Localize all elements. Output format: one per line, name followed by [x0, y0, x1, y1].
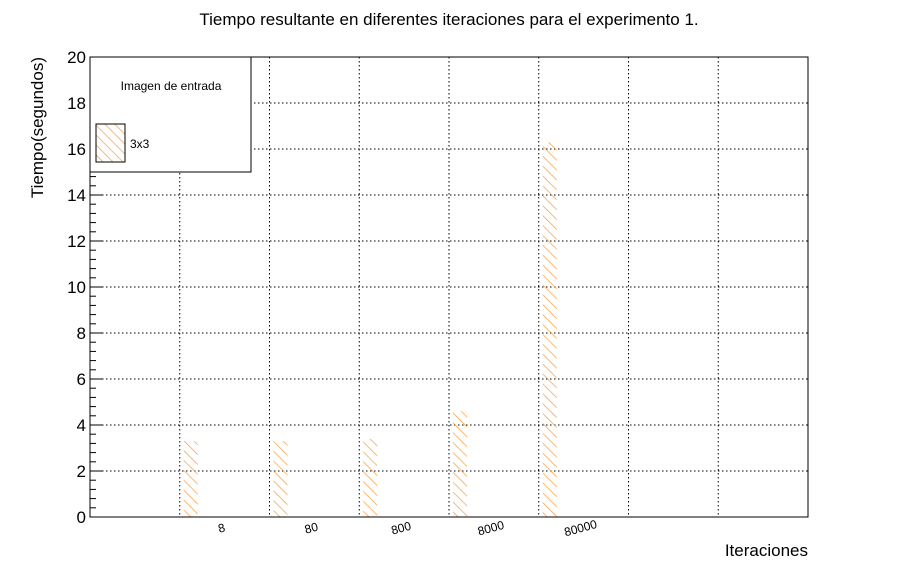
bar	[363, 438, 378, 517]
x-tick-label: 80	[303, 520, 320, 537]
bar-series	[183, 142, 557, 517]
y-tick-label: 4	[77, 416, 86, 435]
x-axis: 8 80 800 8000 80000	[217, 517, 599, 539]
bar	[453, 411, 467, 517]
y-axis-label: Tiempo(segundos)	[28, 57, 47, 198]
bar	[542, 142, 557, 517]
y-tick-label: 18	[67, 94, 86, 113]
y-tick-label: 10	[67, 278, 86, 297]
y-tick-label: 2	[77, 462, 86, 481]
y-tick-label: 14	[67, 186, 86, 205]
legend-entry-label: 3x3	[130, 137, 150, 151]
chart-title: Tiempo resultante en diferentes iteracio…	[199, 10, 698, 29]
x-tick-label: 8	[217, 520, 227, 535]
y-tick-label: 20	[67, 48, 86, 67]
legend-title: Imagen de entrada	[121, 79, 222, 93]
bar	[273, 441, 288, 517]
x-axis-label: Iteraciones	[725, 541, 808, 560]
x-tick-label: 800	[390, 519, 413, 538]
y-tick-label: 0	[77, 508, 86, 527]
y-tick-label: 6	[77, 370, 86, 389]
legend: Imagen de entrada 3x3	[89, 56, 252, 173]
y-tick-label: 12	[67, 232, 86, 251]
legend-swatch	[95, 123, 126, 163]
x-tick-label: 80000	[563, 517, 599, 539]
y-tick-label: 16	[67, 140, 86, 159]
bar	[183, 441, 198, 517]
x-tick-label: 8000	[476, 518, 506, 539]
y-axis: 0 2 4 6 8 10 12 14 16 18 20	[67, 48, 102, 527]
y-tick-label: 8	[77, 324, 86, 343]
